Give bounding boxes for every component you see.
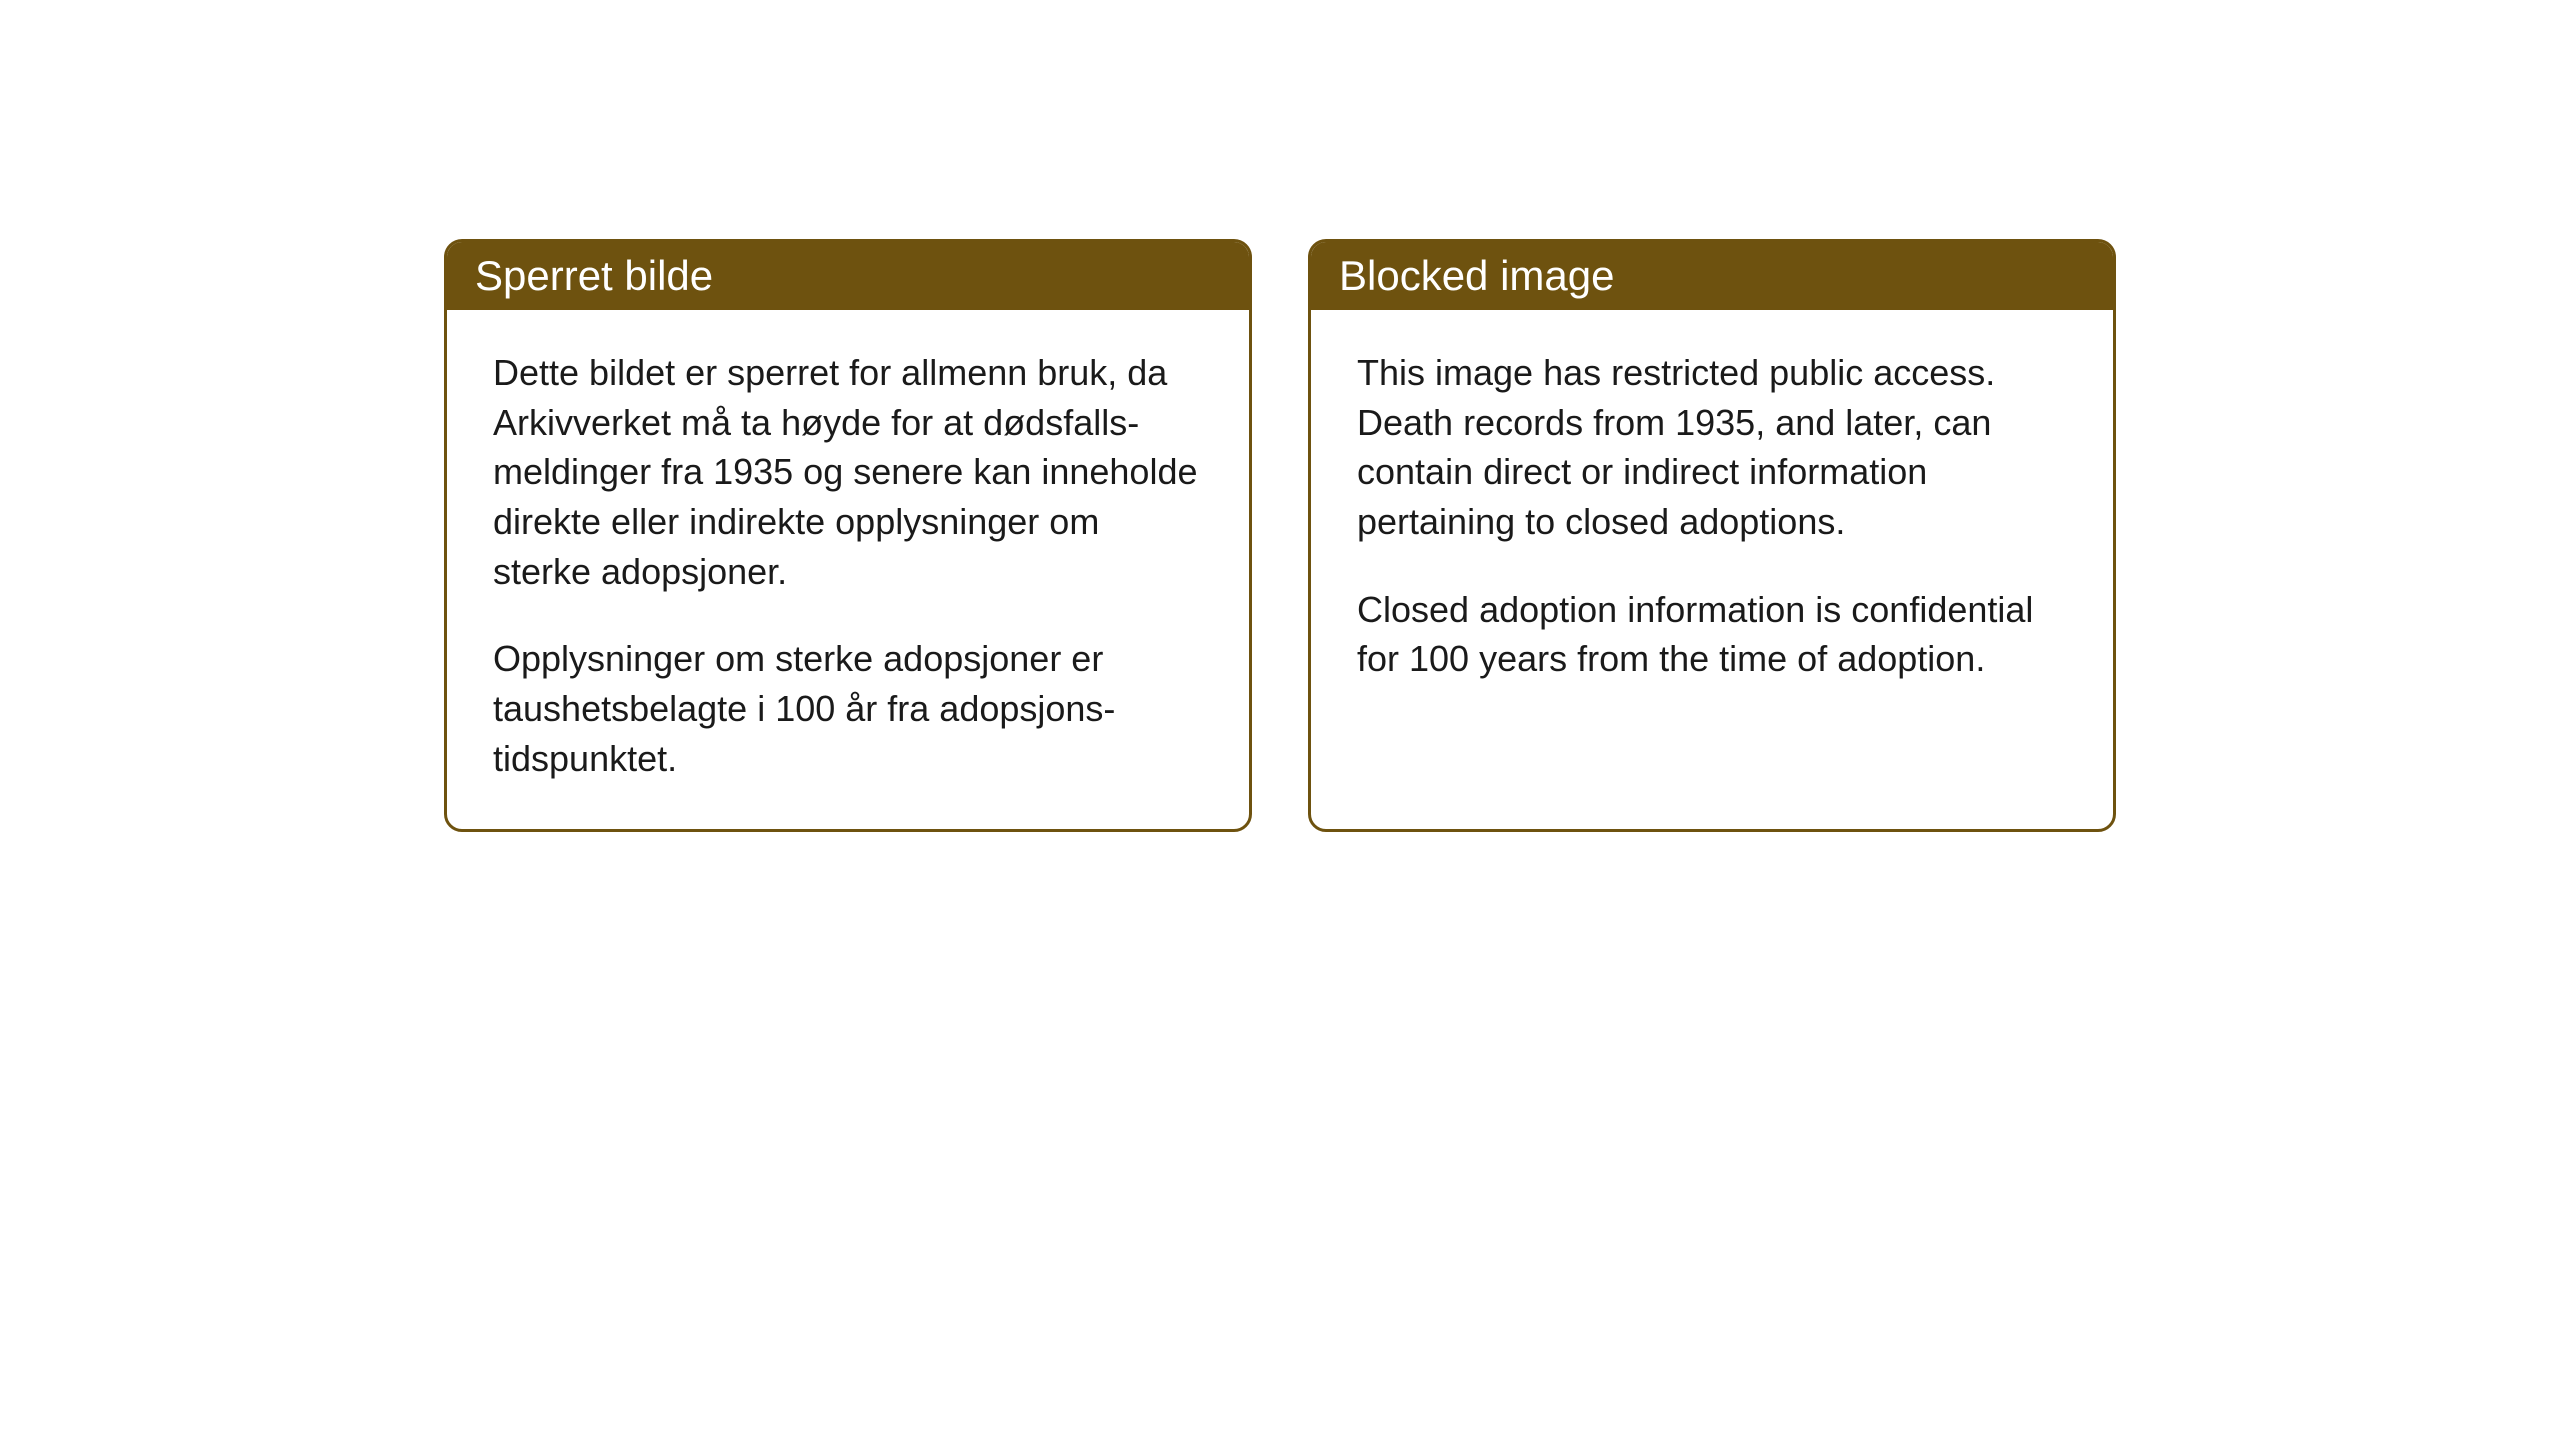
card-body-english: This image has restricted public access.… bbox=[1311, 310, 2113, 770]
paragraph-english-2: Closed adoption information is confident… bbox=[1357, 585, 2067, 684]
card-header-english: Blocked image bbox=[1311, 242, 2113, 310]
paragraph-english-1: This image has restricted public access.… bbox=[1357, 348, 2067, 547]
paragraph-norwegian-1: Dette bildet er sperret for allmenn bruk… bbox=[493, 348, 1203, 596]
card-header-norwegian: Sperret bilde bbox=[447, 242, 1249, 310]
notice-card-norwegian: Sperret bilde Dette bildet er sperret fo… bbox=[444, 239, 1252, 832]
paragraph-norwegian-2: Opplysninger om sterke adopsjoner er tau… bbox=[493, 634, 1203, 783]
card-body-norwegian: Dette bildet er sperret for allmenn bruk… bbox=[447, 310, 1249, 829]
notice-card-english: Blocked image This image has restricted … bbox=[1308, 239, 2116, 832]
notice-container: Sperret bilde Dette bildet er sperret fo… bbox=[444, 239, 2116, 832]
